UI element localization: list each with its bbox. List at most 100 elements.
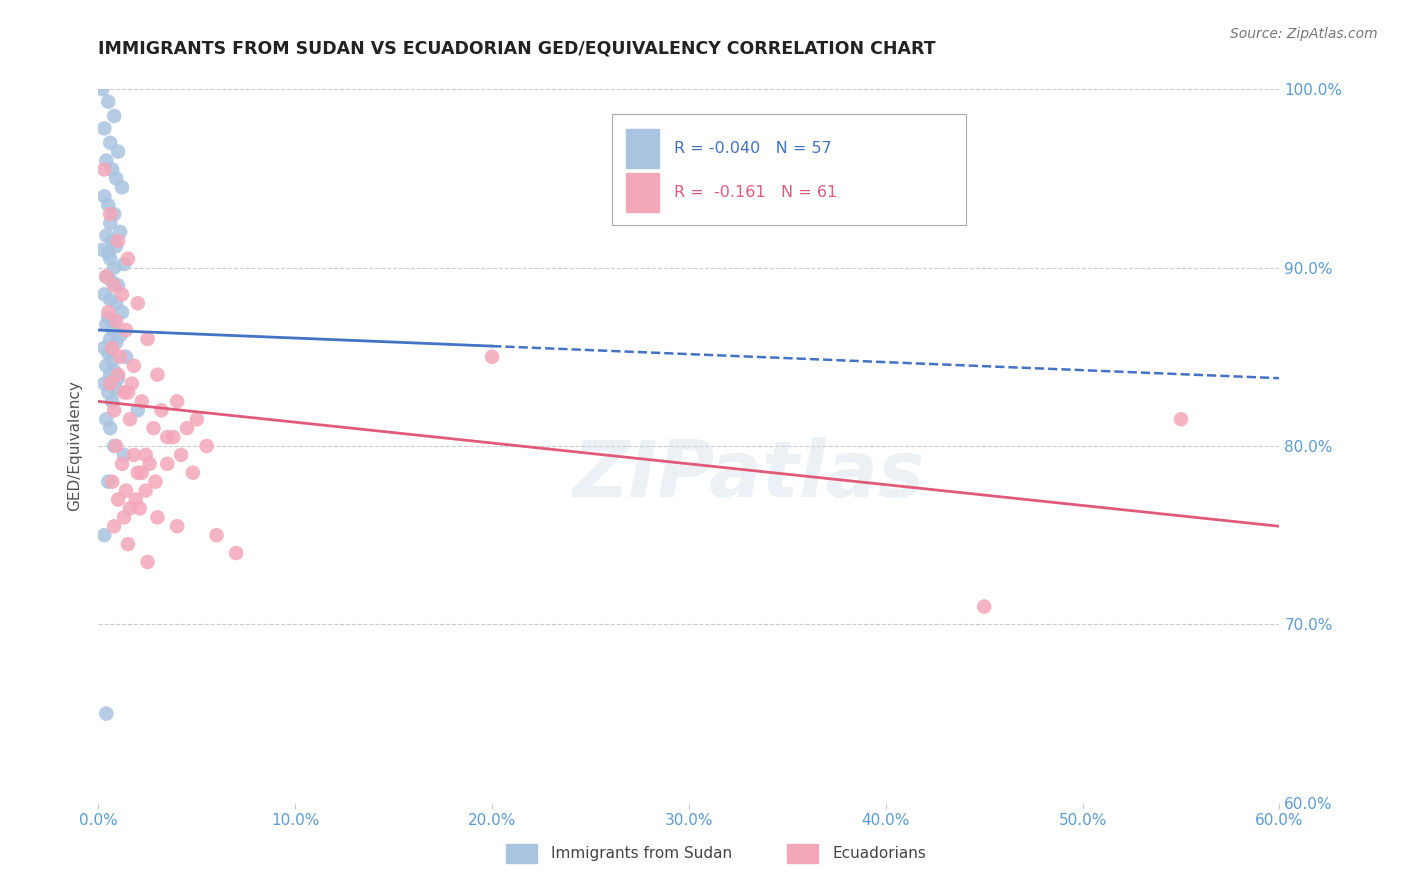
Point xyxy=(93,189,115,203)
Point xyxy=(98,421,121,435)
Text: ZIPatlas: ZIPatlas xyxy=(572,436,924,513)
Point xyxy=(96,318,118,332)
Point xyxy=(135,448,157,462)
Point xyxy=(166,519,188,533)
Point xyxy=(156,430,179,444)
Point xyxy=(128,501,150,516)
Point xyxy=(105,439,128,453)
Point xyxy=(105,239,128,253)
Point xyxy=(195,439,218,453)
Point xyxy=(98,293,121,307)
Point xyxy=(97,246,120,260)
Point xyxy=(101,475,124,489)
Y-axis label: GED/Equivalency: GED/Equivalency xyxy=(67,381,83,511)
Point xyxy=(97,310,120,325)
Point xyxy=(122,448,145,462)
Point xyxy=(125,492,148,507)
Point xyxy=(121,376,143,391)
Text: Ecuadorians: Ecuadorians xyxy=(832,847,927,861)
Point xyxy=(101,162,124,177)
Point xyxy=(150,403,173,417)
Point xyxy=(107,368,129,382)
Point xyxy=(97,346,120,360)
Point xyxy=(131,394,153,409)
Point xyxy=(97,95,120,109)
Point xyxy=(103,439,125,453)
Point xyxy=(108,350,131,364)
Point xyxy=(93,121,115,136)
Point xyxy=(91,82,114,96)
Point xyxy=(97,198,120,212)
Point xyxy=(107,234,129,248)
Point xyxy=(176,421,198,435)
Point xyxy=(107,492,129,507)
Point xyxy=(103,207,125,221)
Point xyxy=(127,403,149,417)
Point xyxy=(101,275,124,289)
Point xyxy=(101,323,124,337)
Point xyxy=(101,394,124,409)
Point xyxy=(98,136,121,150)
Point xyxy=(117,385,139,400)
Point xyxy=(115,483,138,498)
Point xyxy=(111,457,134,471)
Point xyxy=(103,278,125,293)
Text: IMMIGRANTS FROM SUDAN VS ECUADORIAN GED/EQUIVALENCY CORRELATION CHART: IMMIGRANTS FROM SUDAN VS ECUADORIAN GED/… xyxy=(98,40,936,58)
Point xyxy=(103,519,125,533)
Point xyxy=(96,269,118,284)
Point xyxy=(107,371,129,385)
Point xyxy=(146,510,169,524)
Bar xyxy=(626,173,659,212)
Point xyxy=(108,225,131,239)
Point xyxy=(117,252,139,266)
Point xyxy=(138,457,160,471)
Point xyxy=(107,278,129,293)
Point xyxy=(98,376,121,391)
Point xyxy=(112,448,135,462)
Point xyxy=(170,448,193,462)
Point xyxy=(103,314,125,328)
Bar xyxy=(626,128,659,168)
Point xyxy=(181,466,204,480)
Point xyxy=(142,421,165,435)
Point xyxy=(112,385,135,400)
Point xyxy=(136,555,159,569)
Point xyxy=(127,296,149,310)
Point xyxy=(112,257,135,271)
Point xyxy=(973,599,995,614)
Point xyxy=(166,394,188,409)
Point xyxy=(225,546,247,560)
Point xyxy=(127,466,149,480)
Point xyxy=(136,332,159,346)
Point xyxy=(96,153,118,168)
Point xyxy=(112,510,135,524)
Point xyxy=(98,252,121,266)
Point xyxy=(107,145,129,159)
Point xyxy=(117,537,139,551)
Point xyxy=(101,353,124,368)
Point xyxy=(118,412,141,426)
Point xyxy=(98,368,121,382)
Point xyxy=(111,180,134,194)
Point xyxy=(96,706,118,721)
Text: Source: ZipAtlas.com: Source: ZipAtlas.com xyxy=(1230,27,1378,41)
Point xyxy=(111,305,134,319)
Point xyxy=(101,341,124,355)
Point xyxy=(101,234,124,248)
Point xyxy=(105,314,128,328)
Point xyxy=(98,216,121,230)
Point xyxy=(156,457,179,471)
Point xyxy=(105,296,128,310)
Point xyxy=(93,528,115,542)
Point xyxy=(93,287,115,301)
Point xyxy=(96,228,118,243)
FancyBboxPatch shape xyxy=(612,114,966,225)
Point xyxy=(97,475,120,489)
Point xyxy=(103,109,125,123)
Point xyxy=(103,403,125,417)
Point xyxy=(111,287,134,301)
Point xyxy=(131,466,153,480)
Text: Immigrants from Sudan: Immigrants from Sudan xyxy=(551,847,733,861)
Point xyxy=(118,501,141,516)
Point xyxy=(96,359,118,373)
